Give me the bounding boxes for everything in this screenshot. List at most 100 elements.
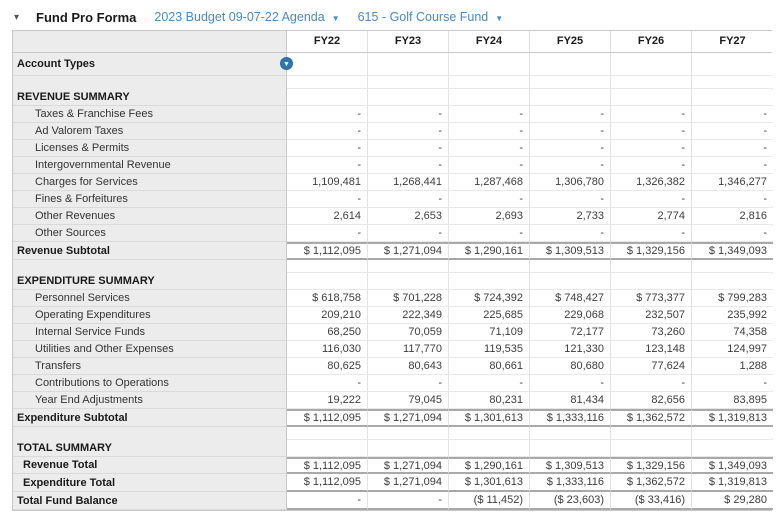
value-cell-fy26: 77,624 (611, 358, 692, 375)
value-cell-fy27: - (692, 123, 773, 140)
row-label: Licenses & Permits (13, 140, 287, 157)
value-cell-fy23: - (368, 375, 449, 392)
value-cell-fy22: $ 1,112,095 (287, 242, 368, 260)
filter-dropdown-icon[interactable]: ▼ (280, 57, 293, 70)
value-cell-fy25 (530, 53, 611, 76)
value-cell-fy23 (368, 260, 449, 273)
value-cell-fy26: $ 1,362,572 (611, 409, 692, 427)
value-cell-fy26 (611, 260, 692, 273)
value-cell-fy25 (530, 427, 611, 440)
value-cell-fy26: - (611, 225, 692, 242)
value-cell-fy22: - (287, 106, 368, 123)
table-row: Other Sources - - - - - - (13, 225, 773, 242)
value-cell-fy26: $ 1,329,156 (611, 242, 692, 260)
value-cell-fy27 (692, 260, 773, 273)
table-row: Fines & Forfeitures - - - - - - (13, 191, 773, 208)
row-label: Other Revenues (13, 208, 287, 225)
column-header-fy24: FY24 (449, 31, 530, 52)
table-row: Charges for Services 1,109,481 1,268,441 1,… (13, 174, 773, 191)
row-label: Operating Expenditures (13, 307, 287, 324)
value-cell-fy23: - (368, 225, 449, 242)
value-cell-fy22: - (287, 140, 368, 157)
row-label: Revenue Total (13, 457, 287, 474)
value-cell-fy25: 81,434 (530, 392, 611, 409)
column-header-fy26: FY26 (611, 31, 692, 52)
chevron-down-icon: ▼ (331, 13, 340, 23)
value-cell-fy27: $ 1,349,093 (692, 242, 773, 260)
value-cell-fy25: 72,177 (530, 324, 611, 341)
value-cell-fy22 (287, 76, 368, 89)
value-cell-fy26: 1,326,382 (611, 174, 692, 191)
value-cell-fy24 (449, 440, 530, 457)
value-cell-fy26: - (611, 157, 692, 174)
value-cell-fy27: - (692, 106, 773, 123)
table-row: Total Fund Balance - - ($ 11,452) ($ 23,603)… (13, 492, 773, 510)
value-cell-fy22: 2,614 (287, 208, 368, 225)
table-row: Internal Service Funds 68,250 70,059 71,109… (13, 324, 773, 341)
value-cell-fy23 (368, 76, 449, 89)
value-cell-fy26 (611, 76, 692, 89)
value-cell-fy22: - (287, 157, 368, 174)
fund-selector[interactable]: 615 - Golf Course Fund ▼ (358, 10, 504, 24)
value-cell-fy24: 71,109 (449, 324, 530, 341)
value-cell-fy23: 70,059 (368, 324, 449, 341)
row-label: Personnel Services (13, 290, 287, 307)
value-cell-fy26: ($ 33,416) (611, 492, 692, 510)
value-cell-fy22: - (287, 191, 368, 208)
collapse-arrow-icon[interactable]: ▾ (14, 11, 20, 23)
value-cell-fy22 (287, 53, 368, 76)
value-cell-fy25: $ 1,333,116 (530, 409, 611, 427)
value-cell-fy22: - (287, 375, 368, 392)
value-cell-fy24 (449, 273, 530, 290)
value-cell-fy24 (449, 260, 530, 273)
value-cell-fy22: - (287, 492, 368, 510)
value-cell-fy22 (287, 273, 368, 290)
table-row: Utilities and Other Expenses 116,030 117,7… (13, 341, 773, 358)
row-label: Other Sources (13, 225, 287, 242)
row-label: Revenue Subtotal (13, 242, 287, 260)
row-label (13, 260, 287, 273)
value-cell-fy22: 80,625 (287, 358, 368, 375)
value-cell-fy25: - (530, 225, 611, 242)
value-cell-fy23: $ 1,271,094 (368, 242, 449, 260)
value-cell-fy25: - (530, 191, 611, 208)
value-cell-fy22 (287, 427, 368, 440)
value-cell-fy26: $ 1,362,572 (611, 474, 692, 492)
value-cell-fy22: $ 1,112,095 (287, 474, 368, 492)
row-label: Expenditure Subtotal (13, 409, 287, 427)
table-row: Revenue Subtotal $ 1,112,095 $ 1,271,094 $ … (13, 242, 773, 260)
value-cell-fy25: - (530, 106, 611, 123)
value-cell-fy25: ($ 23,603) (530, 492, 611, 510)
row-label: Intergovernmental Revenue (13, 157, 287, 174)
value-cell-fy27: 124,997 (692, 341, 773, 358)
corner-cell (13, 31, 287, 52)
value-cell-fy23: 79,045 (368, 392, 449, 409)
value-cell-fy27: - (692, 191, 773, 208)
row-label (13, 427, 287, 440)
table-row: REVENUE SUMMARY (13, 89, 773, 106)
chevron-down-icon: ▼ (283, 60, 290, 68)
value-cell-fy22 (287, 89, 368, 106)
value-cell-fy26: - (611, 123, 692, 140)
value-cell-fy22: 19,222 (287, 392, 368, 409)
value-cell-fy23 (368, 440, 449, 457)
value-cell-fy27 (692, 76, 773, 89)
value-cell-fy23 (368, 53, 449, 76)
budget-selector[interactable]: 2023 Budget 09-07-22 Agenda ▼ (154, 10, 339, 24)
table-row: Intergovernmental Revenue - - - - - - (13, 157, 773, 174)
value-cell-fy24 (449, 53, 530, 76)
value-cell-fy26: 82,656 (611, 392, 692, 409)
value-cell-fy26: 123,148 (611, 341, 692, 358)
value-cell-fy27 (692, 53, 773, 76)
value-cell-fy27: - (692, 225, 773, 242)
value-cell-fy25: - (530, 375, 611, 392)
row-label: Transfers (13, 358, 287, 375)
value-cell-fy24: $ 724,392 (449, 290, 530, 307)
value-cell-fy25: - (530, 140, 611, 157)
value-cell-fy23 (368, 427, 449, 440)
value-cell-fy23 (368, 273, 449, 290)
row-label: Year End Adjustments (13, 392, 287, 409)
value-cell-fy26: $ 1,329,156 (611, 457, 692, 474)
table-row: Expenditure Subtotal $ 1,112,095 $ 1,271,0… (13, 409, 773, 427)
value-cell-fy27: - (692, 157, 773, 174)
